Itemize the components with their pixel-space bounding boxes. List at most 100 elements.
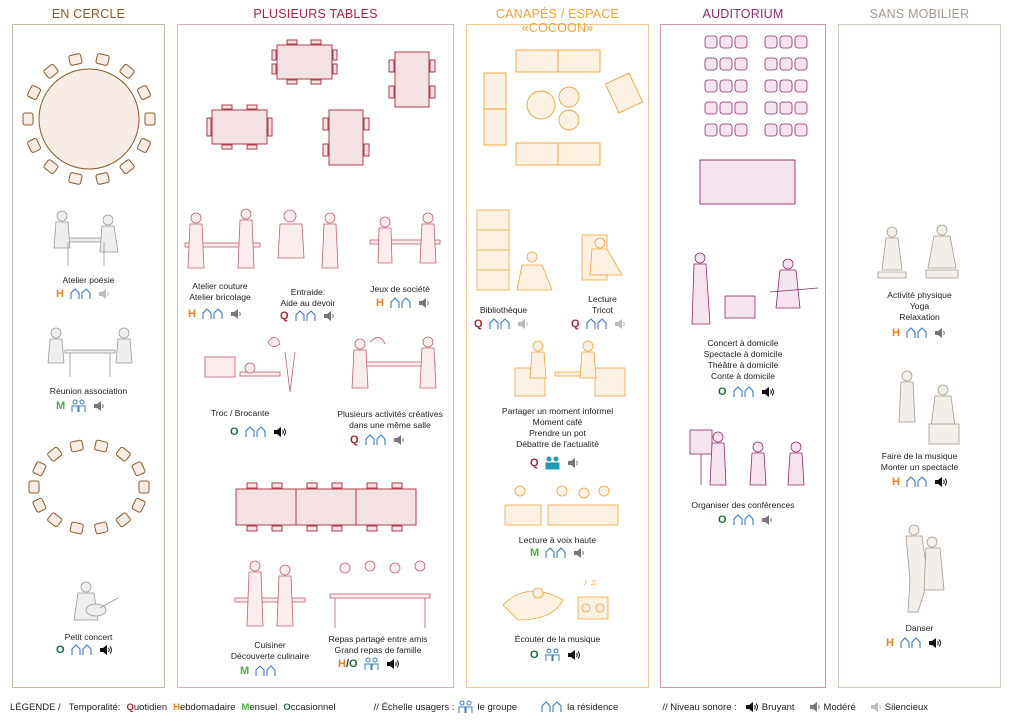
speaker-loud-icon xyxy=(761,387,774,397)
group-icon xyxy=(545,456,560,470)
icons-atelier-poesie: H xyxy=(56,288,110,300)
chair-shape xyxy=(27,138,41,153)
legend-residence: la résidence xyxy=(567,701,619,713)
speaker-loud-icon xyxy=(934,477,947,487)
speaker-loud-icon xyxy=(745,702,758,712)
speaker-moderate-icon xyxy=(574,548,584,558)
residence-icon xyxy=(541,701,562,712)
column-title-plusieurs-tables: PLUSIEURS TABLES xyxy=(253,7,378,21)
residence-icon xyxy=(586,318,607,329)
temporality-letter: O xyxy=(56,644,65,656)
icons-voix-haute: M xyxy=(530,547,585,559)
group-icon xyxy=(364,657,379,670)
seat-shape xyxy=(719,35,733,49)
temporality-letter: O xyxy=(718,514,727,526)
temporality-letter: Q xyxy=(350,434,359,446)
chair-shape xyxy=(43,159,59,175)
legend-quotidien: Quotidien xyxy=(126,701,168,713)
column-title-auditorium: AUDITORIUM xyxy=(702,7,784,21)
column-plusieurs-tables xyxy=(177,24,454,688)
speaker-silent-icon xyxy=(98,289,109,299)
residence-icon xyxy=(733,514,754,525)
temporality-letter: M xyxy=(240,665,250,677)
residence-icon xyxy=(71,644,92,655)
seat-shape xyxy=(734,79,748,93)
residence-icon xyxy=(733,386,754,397)
chair-shape xyxy=(47,512,63,528)
label-ecouter-musique: Écouter de la musique xyxy=(514,634,601,644)
seat-shape xyxy=(764,79,778,93)
temporality-letter: O xyxy=(530,649,539,661)
column-title-canapes: CANAPÉS / ESPACE «COCOON» xyxy=(495,7,620,35)
icons-ecouter-musique: O xyxy=(530,648,581,662)
icons-activite-physique: H xyxy=(892,327,946,339)
label-activite-physique: Activité physique Yoga Relaxation xyxy=(887,290,952,322)
icons-danser: H xyxy=(886,637,942,649)
seat-shape xyxy=(794,101,808,115)
legend-echelle: // Échelle usagers : xyxy=(373,701,455,713)
label-lecture-tricot: Lecture Tricot xyxy=(588,294,617,315)
label-atelier-couture: Atelier couture Atelier bricolage xyxy=(189,281,251,302)
icons-creatives: Q xyxy=(350,434,405,446)
chair-shape xyxy=(131,497,146,513)
seat-shape xyxy=(734,35,748,49)
residence-icon xyxy=(906,476,927,487)
seat-shape xyxy=(779,79,793,93)
speaker-loud-icon xyxy=(386,659,399,669)
seat-shape xyxy=(704,123,718,137)
icons-lecture: Q xyxy=(571,318,626,330)
chair-shape xyxy=(137,138,151,153)
seat-shape xyxy=(779,101,793,115)
chair-shape xyxy=(119,63,135,79)
residence-icon xyxy=(202,308,223,319)
people-workshop-illustration xyxy=(184,208,441,269)
speaker-loud-icon xyxy=(567,650,580,660)
label-repas-partage: Repas partagé entre amis Grand repas de f… xyxy=(328,634,428,655)
seat-shape xyxy=(719,79,733,93)
seat-shape xyxy=(734,101,748,115)
column-title-en-cercle: EN CERCLE xyxy=(51,7,126,21)
icons-petit-concert: O xyxy=(56,644,113,656)
seat-shape xyxy=(704,35,718,49)
column-sans-mobilier xyxy=(838,24,1001,688)
speaker-moderate-icon xyxy=(418,298,429,308)
temporality-letter: Q xyxy=(530,457,539,469)
label-reunion-association: Réunion association xyxy=(49,386,128,396)
conference-illustration xyxy=(689,429,805,486)
seat-shape xyxy=(719,101,733,115)
guitar-player-illustration xyxy=(73,581,119,621)
speaker-moderate-icon xyxy=(809,702,820,712)
speaker-moderate-icon xyxy=(323,311,334,321)
svg-text:♪ ♫: ♪ ♫ xyxy=(583,577,597,587)
label-concert-domicile: Concert à domicile Spectacle à domicile Th… xyxy=(703,338,783,381)
temporality-letter: O xyxy=(718,386,727,398)
icons-jeux: H xyxy=(376,297,430,309)
icons-bibliotheque: Q xyxy=(474,318,529,330)
label-entraide: Entraide: Aide au devoir xyxy=(280,287,336,308)
temporality-letter: H xyxy=(376,297,384,309)
icons-troc: O xyxy=(230,426,287,438)
temporality-letter: M xyxy=(530,547,540,559)
seat-shape xyxy=(704,79,718,93)
speaker-loud-icon xyxy=(99,645,112,655)
group-icon xyxy=(458,700,473,713)
seat-shape xyxy=(779,35,793,49)
yoga-illustration xyxy=(877,224,959,279)
icons-atelier-couture: H xyxy=(188,308,242,320)
speaker-loud-icon xyxy=(928,638,941,648)
seat-shape xyxy=(719,57,733,71)
legend-groupe: le groupe xyxy=(477,701,518,713)
chairs-circle-illustration xyxy=(28,439,150,535)
chair-shape xyxy=(69,439,84,453)
seat-shape xyxy=(794,35,808,49)
speaker-moderate-icon xyxy=(94,401,104,411)
chair-shape xyxy=(68,53,83,66)
temporality-letter: H / O xyxy=(338,658,358,670)
chair-shape xyxy=(43,63,59,79)
seat-shape xyxy=(779,57,793,71)
people-music-listening-illustration: ♪ ♫ xyxy=(502,577,609,621)
chair-shape xyxy=(94,439,109,453)
chair-shape xyxy=(94,521,109,535)
legend-title: LÉGENDE / xyxy=(10,701,61,713)
icons-reunion: M xyxy=(56,399,105,413)
